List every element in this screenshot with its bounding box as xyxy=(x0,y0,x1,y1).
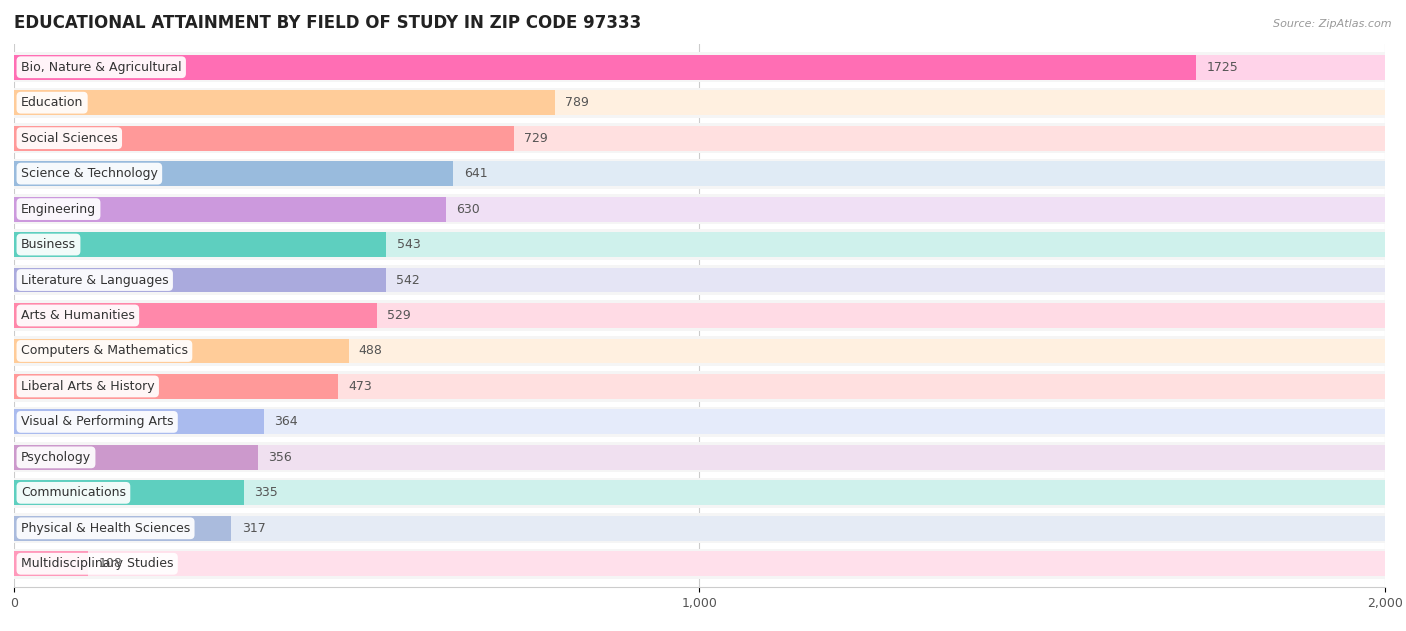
Bar xyxy=(14,339,349,363)
Bar xyxy=(14,126,513,151)
Bar xyxy=(14,230,1385,259)
Bar xyxy=(14,55,1197,80)
Bar xyxy=(14,55,1385,80)
Text: 364: 364 xyxy=(274,415,298,428)
Bar xyxy=(14,336,1385,366)
Text: Bio, Nature & Agricultural: Bio, Nature & Agricultural xyxy=(21,61,181,74)
Bar xyxy=(14,268,1385,292)
Bar xyxy=(14,158,1385,189)
Bar xyxy=(14,194,1385,224)
Text: 789: 789 xyxy=(565,96,589,109)
Text: Source: ZipAtlas.com: Source: ZipAtlas.com xyxy=(1274,19,1392,29)
Bar xyxy=(14,197,1385,221)
Bar xyxy=(14,407,1385,437)
Bar xyxy=(14,90,1385,115)
Bar xyxy=(14,445,1385,470)
Bar xyxy=(14,516,232,541)
Bar xyxy=(14,513,1385,543)
Text: 529: 529 xyxy=(387,309,411,322)
Bar xyxy=(14,232,1385,257)
Bar xyxy=(14,232,387,257)
Text: 488: 488 xyxy=(359,345,382,358)
Text: Multidisciplinary Studies: Multidisciplinary Studies xyxy=(21,557,173,570)
Bar xyxy=(14,303,1385,328)
Bar xyxy=(14,52,1385,82)
Bar xyxy=(14,339,1385,363)
Bar xyxy=(14,551,1385,576)
Bar xyxy=(14,374,339,399)
Bar xyxy=(14,300,1385,331)
Text: 335: 335 xyxy=(254,487,278,499)
Text: Science & Technology: Science & Technology xyxy=(21,167,157,180)
Bar xyxy=(14,303,377,328)
Text: 317: 317 xyxy=(242,522,266,535)
Text: Psychology: Psychology xyxy=(21,451,91,464)
Text: Computers & Mathematics: Computers & Mathematics xyxy=(21,345,188,358)
Text: 543: 543 xyxy=(396,238,420,251)
Text: Communications: Communications xyxy=(21,487,127,499)
Text: 473: 473 xyxy=(349,380,373,393)
Bar xyxy=(14,478,1385,508)
Bar xyxy=(14,197,446,221)
Bar xyxy=(14,442,1385,473)
Text: Social Sciences: Social Sciences xyxy=(21,132,118,144)
Bar xyxy=(14,265,1385,295)
Text: Literature & Languages: Literature & Languages xyxy=(21,273,169,286)
Bar xyxy=(14,268,385,292)
Text: 108: 108 xyxy=(98,557,122,570)
Bar xyxy=(14,549,1385,579)
Bar xyxy=(14,480,243,505)
Text: 641: 641 xyxy=(464,167,488,180)
Text: 356: 356 xyxy=(269,451,292,464)
Bar xyxy=(14,161,1385,186)
Bar xyxy=(14,516,1385,541)
Text: EDUCATIONAL ATTAINMENT BY FIELD OF STUDY IN ZIP CODE 97333: EDUCATIONAL ATTAINMENT BY FIELD OF STUDY… xyxy=(14,13,641,32)
Text: Physical & Health Sciences: Physical & Health Sciences xyxy=(21,522,190,535)
Bar xyxy=(14,90,555,115)
Text: 542: 542 xyxy=(396,273,419,286)
Bar xyxy=(14,161,453,186)
Text: Visual & Performing Arts: Visual & Performing Arts xyxy=(21,415,173,428)
Text: Engineering: Engineering xyxy=(21,203,96,216)
Text: 729: 729 xyxy=(524,132,548,144)
Bar xyxy=(14,445,259,470)
Bar xyxy=(14,123,1385,153)
Bar xyxy=(14,551,89,576)
Bar xyxy=(14,126,1385,151)
Text: Education: Education xyxy=(21,96,83,109)
Text: 630: 630 xyxy=(456,203,479,216)
Bar xyxy=(14,372,1385,401)
Bar xyxy=(14,410,1385,434)
Text: 1725: 1725 xyxy=(1206,61,1239,74)
Text: Liberal Arts & History: Liberal Arts & History xyxy=(21,380,155,393)
Bar xyxy=(14,480,1385,505)
Bar xyxy=(14,374,1385,399)
Text: Arts & Humanities: Arts & Humanities xyxy=(21,309,135,322)
Bar xyxy=(14,410,263,434)
Text: Business: Business xyxy=(21,238,76,251)
Bar xyxy=(14,88,1385,118)
